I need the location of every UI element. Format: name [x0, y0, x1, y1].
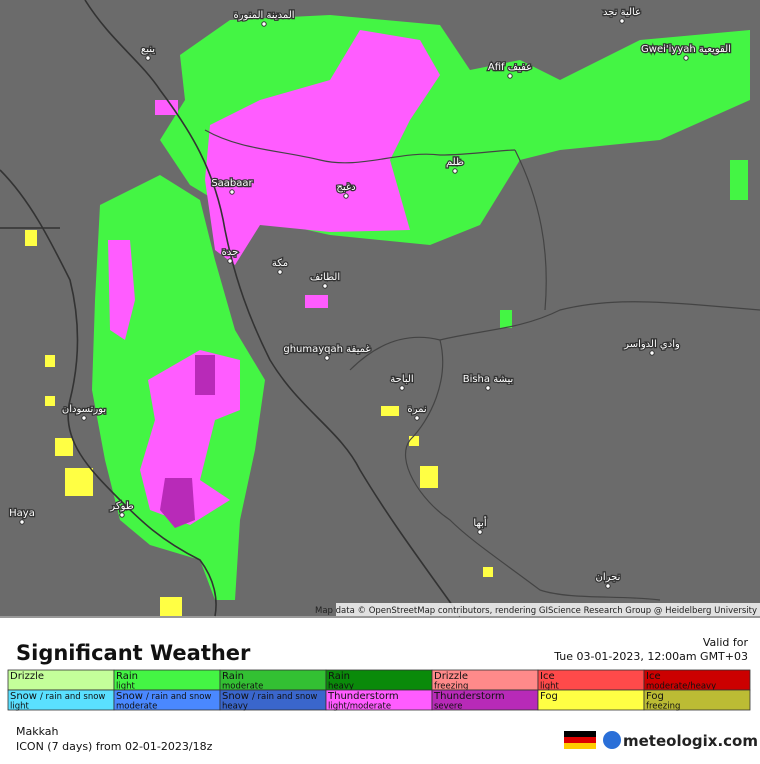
legend-sub: heavy	[328, 682, 354, 692]
legend-name: Snow	[222, 691, 249, 702]
city-dot	[343, 193, 349, 199]
legend-name: Snow	[10, 691, 37, 702]
legend-sub: moderate	[222, 682, 263, 692]
city-label: جدة	[222, 247, 239, 258]
city-dot	[485, 385, 491, 391]
city-label: نجران	[596, 572, 621, 583]
city-dot	[81, 415, 87, 421]
city-dot	[277, 269, 283, 275]
legend-sub: severe	[434, 702, 462, 712]
city-label: بورتسودان	[62, 404, 106, 415]
legend-name: Rain	[222, 671, 244, 682]
legend-sub: light/moderate	[328, 702, 391, 712]
city-label: Saabaar	[211, 178, 253, 189]
legend: Significant Weather Valid for Tue 03-01-…	[0, 616, 760, 753]
city-dot	[507, 73, 513, 79]
city-label: ينبع	[141, 44, 155, 55]
legend-sub: freezing	[646, 702, 680, 712]
legend-sub: light	[540, 682, 560, 692]
legend-sub: moderate/heavy	[646, 682, 716, 692]
city-label: ظلم	[446, 157, 464, 168]
city-label: Gwei'iyyah القويعية	[641, 44, 731, 55]
city-label: Haya	[9, 508, 35, 519]
legend-extra: / rain and snow	[146, 692, 211, 702]
city-dot	[399, 385, 405, 391]
legend-name: Ice	[646, 671, 661, 682]
model-info: ICON (7 days) from 02-01-2023/18z	[16, 740, 213, 753]
city-dot	[145, 55, 151, 61]
legend-name: Fog	[646, 691, 664, 702]
city-dot	[227, 258, 233, 264]
legend-sub: light	[116, 682, 136, 692]
city-dot	[619, 18, 625, 24]
city-dot	[605, 583, 611, 589]
city-label: نمرة	[407, 404, 426, 415]
city-dot	[683, 55, 689, 61]
city-label: وادي الدواسر	[623, 339, 680, 350]
legend-name: Ice	[540, 671, 555, 682]
city-dot	[414, 415, 420, 421]
legend-name: Thunderstorm	[433, 691, 505, 702]
city-label: Bisha بيشة	[463, 374, 514, 385]
city-dot	[19, 519, 25, 525]
city-label: دغبج	[336, 182, 355, 193]
legend-swatch	[643, 689, 751, 711]
legend-extra: / rain and snow	[252, 692, 317, 702]
city-dot	[119, 512, 125, 518]
legend-sub: freezing	[434, 682, 468, 692]
city-label: عالية نجد	[603, 7, 641, 18]
legend-name: Drizzle	[10, 671, 44, 682]
city-dot	[452, 168, 458, 174]
city-label: طوكر	[109, 501, 133, 512]
location: Makkah	[16, 725, 59, 738]
legend-name: Drizzle	[434, 671, 468, 682]
legend-sub: heavy	[222, 702, 248, 712]
city-label: أبها	[473, 516, 486, 529]
city-label: الطائف	[310, 272, 340, 283]
city-label: المدينة المنورة	[233, 10, 294, 21]
city-dot	[322, 283, 328, 289]
city-dot	[649, 350, 655, 356]
map: المدينة المنورة ينبع Afif عفيف Gwei'iyyah ا…	[0, 0, 760, 617]
legend-name: Rain	[328, 671, 350, 682]
legend-name: Fog	[540, 691, 558, 702]
city-label: الباحة	[390, 374, 413, 385]
city-dot	[324, 355, 330, 361]
legend-sub: light	[10, 702, 30, 712]
legend-extra: / rain and snow	[40, 692, 105, 702]
brand: meteologix.com	[623, 732, 758, 750]
city-dot	[477, 529, 483, 535]
city-dot	[261, 21, 267, 27]
legend-name: Thunderstorm	[327, 691, 399, 702]
valid-time: Tue 03-01-2023, 12:00am GMT+03	[553, 650, 748, 663]
legend-sub: moderate	[116, 702, 157, 712]
attribution: Map data © OpenStreetMap contributors, r…	[315, 606, 757, 616]
city-dot	[229, 189, 235, 195]
valid-label: Valid for	[703, 636, 749, 649]
legend-name: Snow	[116, 691, 143, 702]
city-label: Afif عفيف	[488, 62, 532, 73]
legend-name: Rain	[116, 671, 138, 682]
city-label: ghumayqah غميقة	[283, 344, 370, 355]
city-label: مكة	[272, 258, 288, 269]
legend-title: Significant Weather	[16, 641, 251, 665]
